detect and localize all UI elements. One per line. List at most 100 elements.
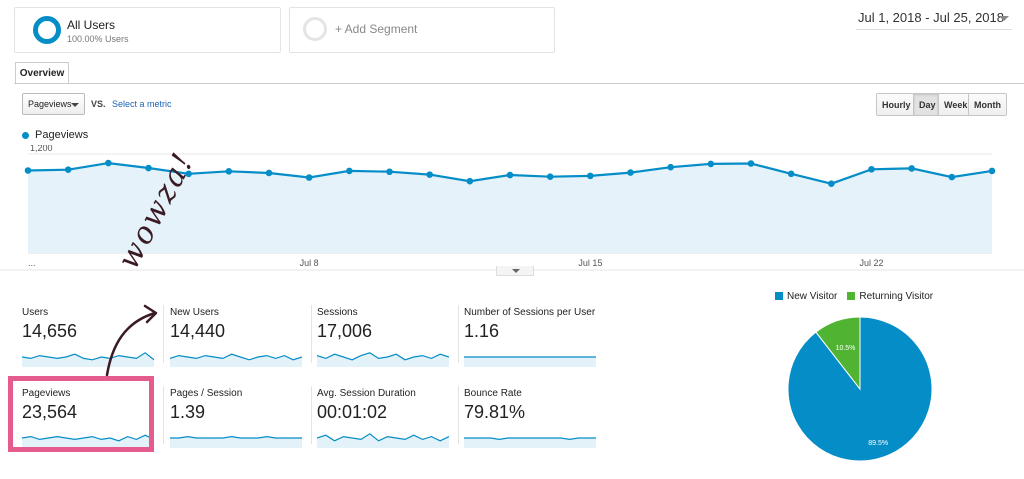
scorecard-divider — [458, 305, 459, 363]
scorecard[interactable]: Number of Sessions per User 1.16 — [464, 307, 610, 375]
tab-divider — [14, 83, 1024, 84]
sparkline-area — [170, 436, 302, 448]
scorecard-label: Bounce Rate — [464, 388, 522, 399]
scorecard[interactable]: Pages / Session 1.39 — [170, 388, 316, 456]
date-range-label: Jul 1, 2018 - Jul 25, 2018 — [858, 10, 1004, 25]
data-point — [506, 171, 514, 179]
sparkline-area — [170, 354, 302, 367]
pie-slice-label: 89.5% — [868, 440, 888, 447]
data-point — [185, 170, 192, 178]
data-point — [747, 160, 755, 167]
segment-percentage: 100.00% Users — [67, 34, 129, 44]
sparkline-line — [22, 352, 154, 361]
series-area — [28, 163, 992, 253]
data-point — [707, 160, 715, 168]
scorecard-divider — [311, 305, 312, 363]
scorecard-value: 00:01:02 — [317, 402, 388, 422]
data-point — [828, 180, 835, 187]
segment-name: All Users — [67, 18, 116, 32]
x-tick-label: ... — [28, 258, 36, 268]
data-point — [225, 168, 233, 175]
scorecard-value: 14,440 — [170, 321, 226, 341]
scorecard-label: Pages / Session — [170, 388, 243, 399]
sparkline — [170, 435, 302, 448]
scorecard-label: New Users — [170, 307, 219, 318]
sparkline-line — [464, 437, 596, 441]
tab-overview[interactable]: Overview — [15, 62, 69, 84]
data-point — [426, 171, 433, 178]
data-point — [64, 166, 72, 173]
data-point — [868, 165, 875, 173]
data-point — [386, 168, 393, 176]
pageviews-highlight-box — [8, 376, 154, 452]
sparkline-line — [170, 353, 302, 361]
x-tick-label: Jul 15 — [578, 258, 602, 268]
sparkline — [317, 433, 449, 448]
scorecard[interactable]: New Users 14,440 — [170, 307, 316, 375]
scorecard-divider — [163, 305, 164, 363]
add-segment-button[interactable]: + Add Segment — [289, 7, 555, 53]
scorecard-value: 17,006 — [317, 321, 373, 341]
data-point — [145, 164, 152, 172]
data-point — [346, 167, 353, 175]
scorecard-value: 79.81% — [464, 402, 526, 422]
segment-placeholder-icon — [303, 17, 327, 41]
sparkline — [464, 437, 596, 448]
scorecard-divider — [311, 386, 312, 444]
scorecard-label: Users — [22, 307, 49, 318]
data-point — [627, 169, 634, 176]
legend-dot-icon — [22, 132, 29, 139]
data-point — [24, 167, 32, 174]
granularity-week-button[interactable]: Week — [939, 94, 969, 115]
legend-swatch-icon — [775, 292, 783, 300]
scorecard-divider — [458, 386, 459, 444]
select-metric-link[interactable]: Select a metric — [112, 99, 172, 109]
scorecard[interactable]: Users 14,656 — [22, 307, 168, 375]
data-point — [908, 165, 915, 172]
date-range-picker[interactable]: Jul 1, 2018 - Jul 25, 2018 — [856, 8, 1012, 30]
sparkline-area — [317, 433, 449, 448]
segment-all-users[interactable]: All Users 100.00% Users — [14, 7, 281, 53]
data-point — [587, 172, 594, 180]
sparkline — [464, 356, 596, 367]
metric-select[interactable]: Pageviews — [22, 93, 85, 115]
sparkline-line — [317, 352, 449, 361]
granularity-month-button[interactable]: Month — [969, 94, 1006, 115]
add-segment-label: + Add Segment — [335, 22, 418, 36]
sparkline-area — [317, 352, 449, 367]
scorecard[interactable]: Bounce Rate 79.81% — [464, 388, 610, 456]
scorecard-label: Sessions — [317, 307, 358, 318]
vs-label: VS. — [91, 99, 106, 109]
scorecard[interactable]: Sessions 17,006 — [317, 307, 463, 375]
legend-swatch-icon — [847, 292, 856, 300]
pie-legend-new-visitor[interactable]: New Visitor — [775, 291, 837, 302]
chevron-down-icon — [71, 103, 79, 107]
data-point — [105, 159, 112, 167]
sparkline-area — [464, 438, 596, 448]
chevron-down-icon — [999, 16, 1009, 21]
scorecard[interactable]: Pageviews 23,564 — [22, 388, 168, 456]
metric-select-label: Pageviews — [28, 99, 72, 109]
pie-legend-returning-visitor[interactable]: Returning Visitor — [847, 291, 933, 302]
data-point — [265, 169, 273, 177]
sparkline-area — [22, 435, 154, 448]
granularity-toggle: Hourly Day Week Month — [876, 93, 1007, 116]
chart-collapse-toggle[interactable] — [496, 266, 534, 276]
data-point — [948, 173, 956, 181]
scorecard-label: Avg. Session Duration — [317, 388, 416, 399]
segment-ring-icon — [33, 16, 61, 44]
sparkline-area — [464, 357, 596, 367]
granularity-day-button[interactable]: Day — [914, 94, 939, 115]
chart-legend-label: Pageviews — [35, 129, 89, 141]
visitor-pie-chart: 89.5% 10.5% — [787, 316, 933, 462]
scorecard-label: Number of Sessions per User — [464, 307, 596, 318]
scorecard-value: 1.16 — [464, 321, 500, 341]
scorecard-label: Pageviews — [22, 388, 71, 399]
pie-slice — [815, 316, 861, 391]
scorecard-divider — [163, 386, 164, 444]
chevron-down-icon — [512, 269, 520, 273]
granularity-hourly-button[interactable]: Hourly — [877, 94, 914, 115]
scorecard[interactable]: Avg. Session Duration 00:01:02 — [317, 388, 463, 456]
sparkline-line — [170, 435, 302, 439]
